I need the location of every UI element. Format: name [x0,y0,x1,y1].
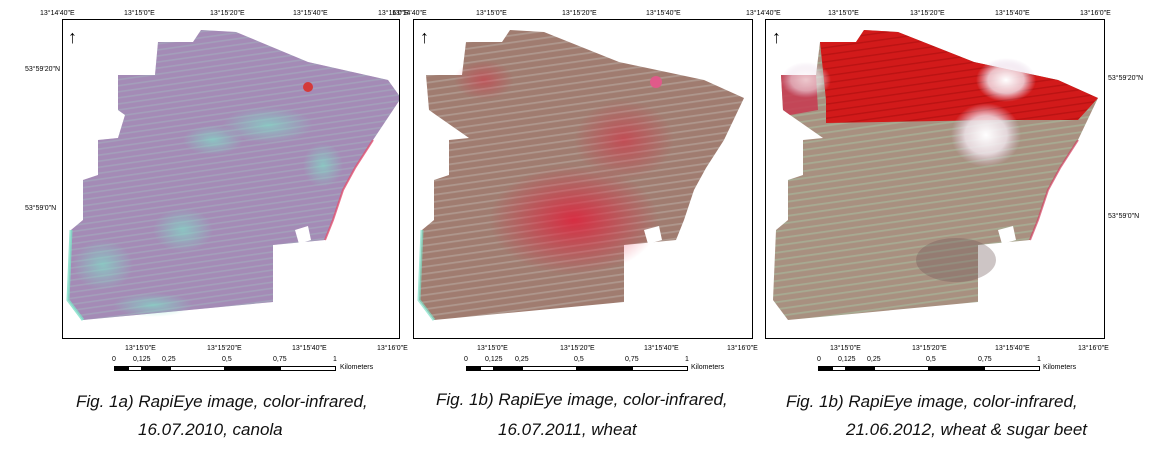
north-arrow-icon: ↑ [772,27,781,47]
figure-caption-line1: Fig. 1a) RapiEye image, color-infrared, [76,392,368,411]
top-tick: 13°15'40"E [995,10,1030,17]
top-tick: 13°14'40"E [392,10,427,17]
map-frame [62,19,400,339]
top-tick: 13°15'20"E [562,10,597,17]
top-tick: 13°15'20"E [210,10,245,17]
scale-label: 0 [817,356,821,363]
field-polygon [68,30,399,320]
field-map-wheat [417,30,744,321]
bottom-tick: 13°16'0"E [1078,345,1109,352]
sugar-beet-field [820,30,1098,123]
top-tick: 13°15'40"E [293,10,328,17]
bottom-tick: 13°15'0"E [125,345,156,352]
scale-unit: Kilometers [340,364,374,371]
edge-highlight [417,229,436,321]
cloud [951,103,1021,167]
scale-unit: Kilometers [1043,364,1077,371]
bottom-tick: 13°15'40"E [292,345,327,352]
canola-patch [223,107,313,143]
scale-label: 0,125 [485,356,503,363]
figure-caption-line1: Fig. 1b) RapiEye image, color-infrared, [436,390,728,409]
scale-label: 0,25 [515,356,529,363]
scale-unit: Kilometers [691,364,725,371]
scale-label: 0,5 [222,356,232,363]
top-tick: 13°15'20"E [910,10,945,17]
scale-label: 0,125 [133,356,151,363]
red-spot [303,82,313,92]
wheat-patch [574,100,674,180]
edge-highlight [1029,139,1079,241]
top-tick: 13°15'0"E [828,10,859,17]
bottom-tick: 13°16'0"E [377,345,408,352]
canola-patch [113,293,193,317]
map-frame [413,19,753,339]
field-map-canola [66,30,399,321]
scale-bar [114,366,336,371]
hole [295,226,311,244]
bottom-tick: 13°15'0"E [477,345,508,352]
scale-label: 0,5 [574,356,584,363]
cloud [976,58,1036,102]
bottom-tick: 13°16'0"E [727,345,758,352]
figure-caption-line2: 16.07.2011, wheat [498,420,637,439]
wheat-patch [454,60,514,100]
scale-label: 0,25 [162,356,176,363]
hole [998,226,1016,244]
map-panel-b: 13°14'40"E 13°15'0"E 13°15'20"E 13°15'40… [350,0,758,449]
edge-highlight [66,229,85,321]
map-panel-a: 13°14'40"E 13°15'0"E 13°15'20"E 13°15'40… [0,0,409,449]
north-arrow-icon: ↑ [68,27,77,47]
field-overlay [68,30,399,320]
canola-patch [73,240,133,290]
scale-label: 1 [1037,356,1041,363]
canola-patch [183,125,243,155]
field-map-beet [773,30,1098,320]
top-tick: 13°15'0"E [476,10,507,17]
map-frame [765,19,1105,339]
bottom-tick: 13°15'20"E [912,345,947,352]
scale-label: 0,75 [625,356,639,363]
side-tick: 53°59'20"N [1108,75,1144,82]
scale-bar [466,366,688,371]
map-panel-c: 13°14'40"E 13°15'0"E 13°15'20"E 13°15'40… [700,0,1143,449]
figure-caption-line2: 21.06.2012, wheat & sugar beet [846,420,1088,439]
scale-label: 0,5 [926,356,936,363]
wheat-patch [489,165,659,275]
cloud-shadow [916,238,996,282]
top-tick: 13°16'0"E [378,10,409,17]
scale-label: 0 [464,356,468,363]
scale-label: 1 [685,356,689,363]
north-arrow-icon: ↑ [420,27,429,47]
bottom-tick: 13°15'40"E [995,345,1030,352]
top-tick: 13°16'0"E [1080,10,1111,17]
side-tick: 53°59'0"N [1108,213,1140,220]
side-tick: 53°59'20"N [25,66,61,73]
scale-label: 0 [112,356,116,363]
bright-spot [650,76,662,88]
edge-highlight [324,139,374,241]
figure-caption-line1: Fig. 1b) RapiEye image, color-infrared, [786,392,1078,411]
scale-label: 0,75 [273,356,287,363]
top-tick: 13°14'40"E [40,10,75,17]
figure-caption-line2: 16.07.2010, canola [138,420,283,439]
hole [644,226,662,244]
bottom-tick: 13°15'0"E [830,345,861,352]
top-tick: 13°15'0"E [124,10,155,17]
top-tick: 13°15'40"E [646,10,681,17]
canola-patch [303,143,343,187]
cloud [781,62,831,98]
top-tick: 13°14'40"E [746,10,781,17]
scale-label: 1 [333,356,337,363]
bottom-tick: 13°15'40"E [644,345,679,352]
scale-bar [818,366,1040,371]
scale-label: 0,75 [978,356,992,363]
scale-label: 0,125 [838,356,856,363]
scale-label: 0,25 [867,356,881,363]
bottom-tick: 13°15'20"E [560,345,595,352]
bottom-tick: 13°15'20"E [207,345,242,352]
side-tick: 53°59'0"N [25,205,57,212]
canola-patch [153,208,213,252]
